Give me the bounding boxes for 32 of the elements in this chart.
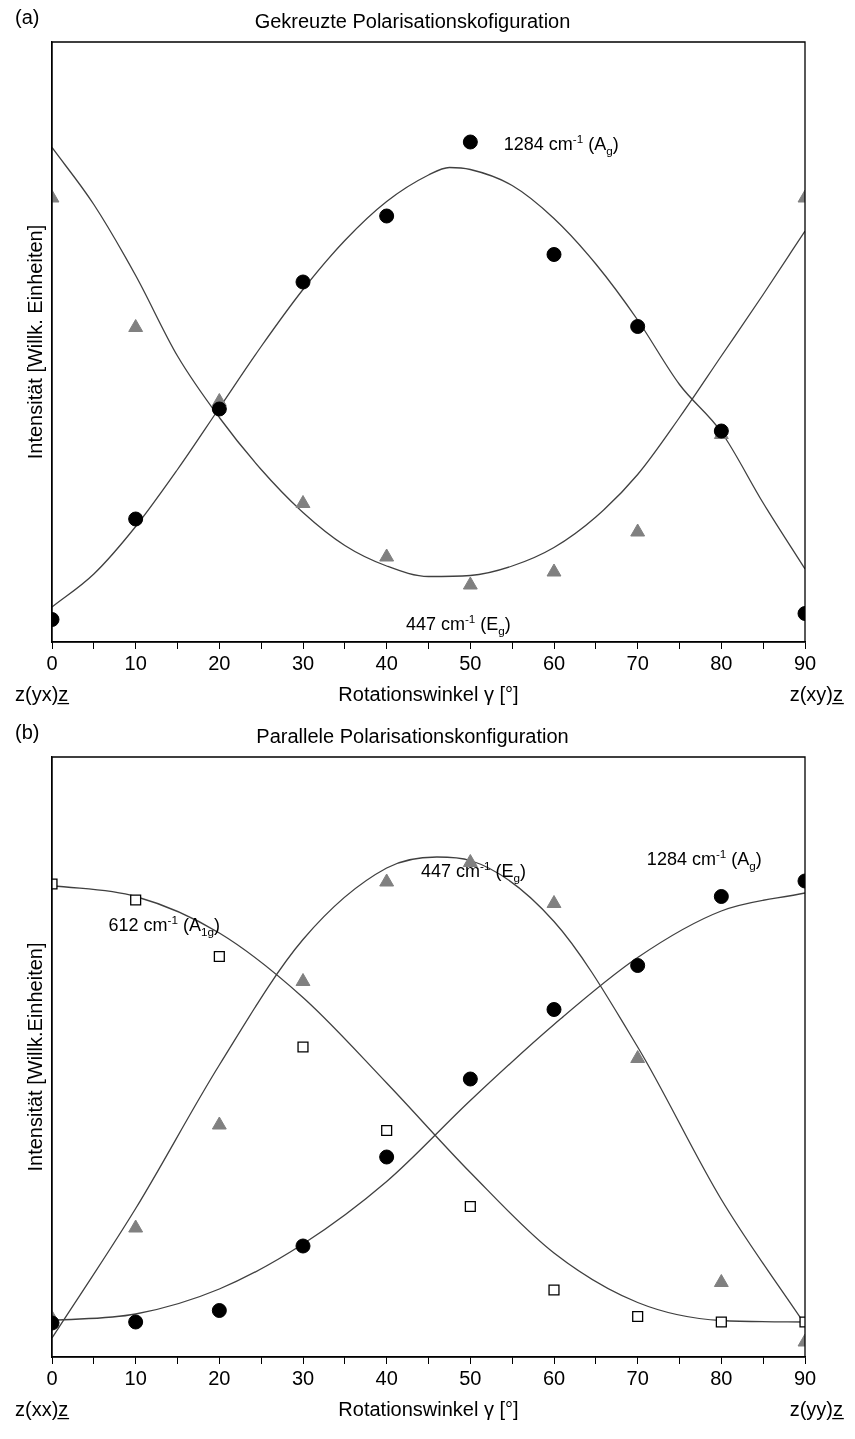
x-axis-title: Rotationswinkel γ [°] — [338, 1397, 519, 1420]
x-tick-label: 50 — [459, 651, 482, 674]
y-axis-title: Intensität [Willk. Einheiten] — [23, 224, 46, 460]
x-tick-label: 80 — [710, 1366, 733, 1389]
x-tick-label: 10 — [124, 651, 147, 674]
text: z(yy)z̲ — [789, 1398, 844, 1420]
text: (b) — [15, 721, 40, 743]
chart-title: Gekreuzte Polarisationskofiguration — [254, 9, 571, 32]
chart-title: Parallele Polarisationskonfiguration — [256, 724, 569, 747]
y-axis-title: Intensität [Willk.Einheiten] — [23, 942, 46, 1172]
x-tick-label: 0 — [46, 1366, 58, 1389]
x-tick-label: 30 — [291, 651, 315, 674]
text: (a) — [15, 6, 40, 28]
x-tick-label: 20 — [208, 651, 231, 674]
x-tick-label: 90 — [793, 1366, 817, 1389]
x-tick-label: 40 — [375, 651, 398, 674]
text: z(xy)z̲ — [789, 683, 844, 705]
x-tick-label: 0 — [46, 651, 58, 674]
text: z(xx)z̲ — [15, 1398, 70, 1420]
x-tick-label: 50 — [459, 1366, 482, 1389]
x-tick-label: 60 — [542, 651, 566, 674]
x-tick-label: 70 — [626, 1366, 649, 1389]
x-tick-label: 20 — [208, 1366, 231, 1389]
x-axis-title: Rotationswinkel γ [°] — [338, 682, 519, 705]
x-tick-label: 40 — [375, 1366, 398, 1389]
x-tick-label: 60 — [542, 1366, 566, 1389]
x-tick-label: 80 — [710, 651, 733, 674]
x-tick-label: 30 — [291, 1366, 315, 1389]
x-tick-label: 90 — [793, 651, 817, 674]
x-tick-label: 10 — [124, 1366, 147, 1389]
text: z(yx)z̲ — [15, 683, 70, 705]
x-tick-label: 70 — [626, 651, 649, 674]
